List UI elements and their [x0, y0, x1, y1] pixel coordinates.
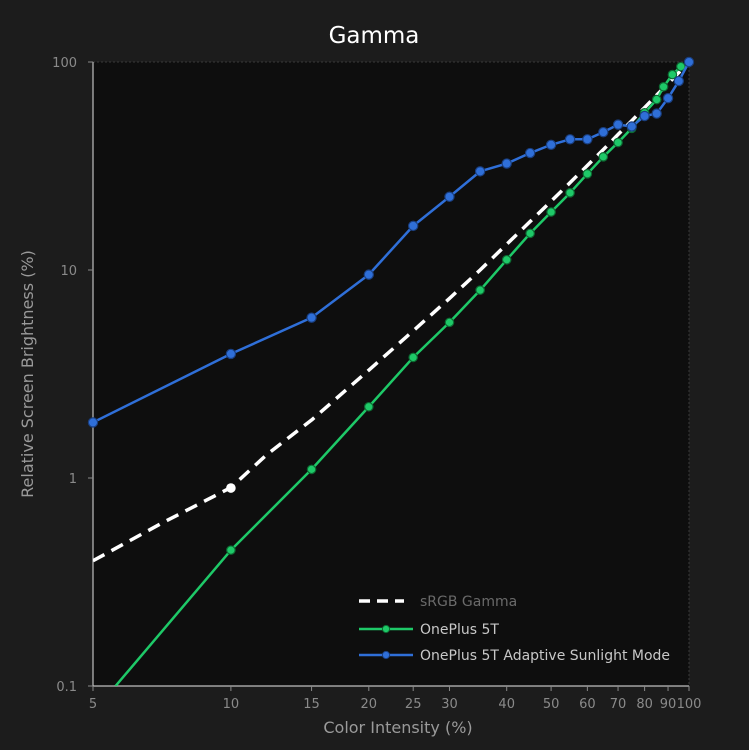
- data-point-oneplus-5t: [444, 317, 455, 328]
- data-point-oneplus-5t: [667, 69, 678, 80]
- data-point-oneplus-5t: [408, 352, 418, 363]
- legend-label-srgb-gamma: sRGB Gamma: [420, 594, 517, 610]
- data-point-oneplus-5t-adaptive-sunlight-mode: [474, 166, 486, 177]
- legend-label-adaptive-sunlight: OnePlus 5T Adaptive Sunlight Mode: [420, 648, 670, 664]
- data-point-oneplus-5t-adaptive-sunlight-mode: [626, 121, 637, 132]
- y-tick-label: 100: [52, 56, 77, 71]
- data-point-oneplus-5t: [306, 464, 317, 475]
- y-tick-label: 10: [60, 264, 77, 279]
- x-tick-label: 15: [303, 697, 320, 712]
- x-tick-label: 40: [498, 697, 515, 712]
- x-tick-label: 25: [405, 697, 422, 712]
- data-point-oneplus-5t: [598, 152, 609, 162]
- legend-label-oneplus-5t: OnePlus 5T: [420, 622, 499, 638]
- data-point-oneplus-5t-adaptive-sunlight-mode: [564, 134, 576, 145]
- data-point-oneplus-5t-adaptive-sunlight-mode: [662, 92, 674, 104]
- series-line-srgb-gamma: [93, 60, 691, 563]
- data-point-oneplus-5t-adaptive-sunlight-mode: [651, 108, 662, 119]
- data-point-oneplus-5t-adaptive-sunlight-mode: [444, 191, 455, 202]
- x-tick-label: 20: [361, 697, 378, 712]
- y-tick-label: 1: [69, 472, 77, 487]
- x-tick-label: 50: [543, 697, 560, 712]
- data-point-oneplus-5t: [364, 401, 374, 412]
- data-point-oneplus-5t-adaptive-sunlight-mode: [501, 158, 512, 169]
- x-tick-label: 70: [610, 697, 627, 712]
- data-point-oneplus-5t: [582, 169, 593, 179]
- y-axis-label: Relative Screen Brightness (%): [18, 250, 37, 498]
- data-point-oneplus-5t: [613, 137, 623, 148]
- chart-title: Gamma: [329, 23, 420, 49]
- legend-marker-adaptive-sunlight: [381, 650, 391, 660]
- x-axis-label: Color Intensity (%): [323, 718, 472, 737]
- x-tick-label: 100: [677, 697, 702, 712]
- data-point-oneplus-5t-adaptive-sunlight-mode: [673, 75, 684, 87]
- x-tick-label: 5: [89, 697, 97, 712]
- data-point-oneplus-5t: [546, 207, 556, 217]
- data-point-oneplus-5t: [226, 545, 236, 555]
- data-point-oneplus-5t: [565, 188, 575, 198]
- x-tick-label: 60: [579, 697, 596, 712]
- data-point-oneplus-5t-adaptive-sunlight-mode: [683, 56, 695, 68]
- data-point-oneplus-5t: [676, 61, 686, 72]
- data-point-oneplus-5t: [658, 81, 669, 92]
- data-point-oneplus-5t: [651, 94, 662, 105]
- data-point-oneplus-5t-adaptive-sunlight-mode: [225, 348, 237, 360]
- x-tick-label: 10: [223, 697, 240, 712]
- data-point-oneplus-5t-adaptive-sunlight-mode: [598, 126, 609, 138]
- data-point-srgb-gamma: [226, 483, 236, 493]
- data-point-oneplus-5t: [501, 254, 512, 265]
- y-tick-label: 0.1: [56, 680, 77, 695]
- series-layer: [87, 56, 695, 686]
- data-point-oneplus-5t-adaptive-sunlight-mode: [87, 417, 99, 428]
- y-axis-ticks: 0.1 1 10 100: [52, 56, 93, 695]
- x-tick-label: 30: [441, 697, 458, 712]
- data-point-oneplus-5t-adaptive-sunlight-mode: [545, 139, 557, 150]
- data-point-oneplus-5t-adaptive-sunlight-mode: [582, 134, 593, 145]
- data-point-oneplus-5t: [525, 228, 535, 239]
- data-point-oneplus-5t-adaptive-sunlight-mode: [612, 119, 624, 130]
- data-point-oneplus-5t: [475, 285, 485, 295]
- legend: sRGB Gamma OnePlus 5T OnePlus 5T Adaptiv…: [359, 594, 670, 664]
- data-point-oneplus-5t-adaptive-sunlight-mode: [524, 147, 536, 159]
- data-point-oneplus-5t-adaptive-sunlight-mode: [363, 269, 375, 280]
- data-point-oneplus-5t-adaptive-sunlight-mode: [639, 110, 650, 122]
- legend-marker-oneplus-5t: [381, 624, 391, 634]
- data-point-oneplus-5t-adaptive-sunlight-mode: [407, 220, 419, 232]
- data-point-oneplus-5t-adaptive-sunlight-mode: [306, 312, 317, 323]
- x-tick-label: 80: [636, 697, 653, 712]
- x-axis-ticks: 5 10 15 20 25 30 40 50 60 70 80 90 100: [89, 686, 702, 712]
- x-tick-label: 90: [660, 697, 677, 712]
